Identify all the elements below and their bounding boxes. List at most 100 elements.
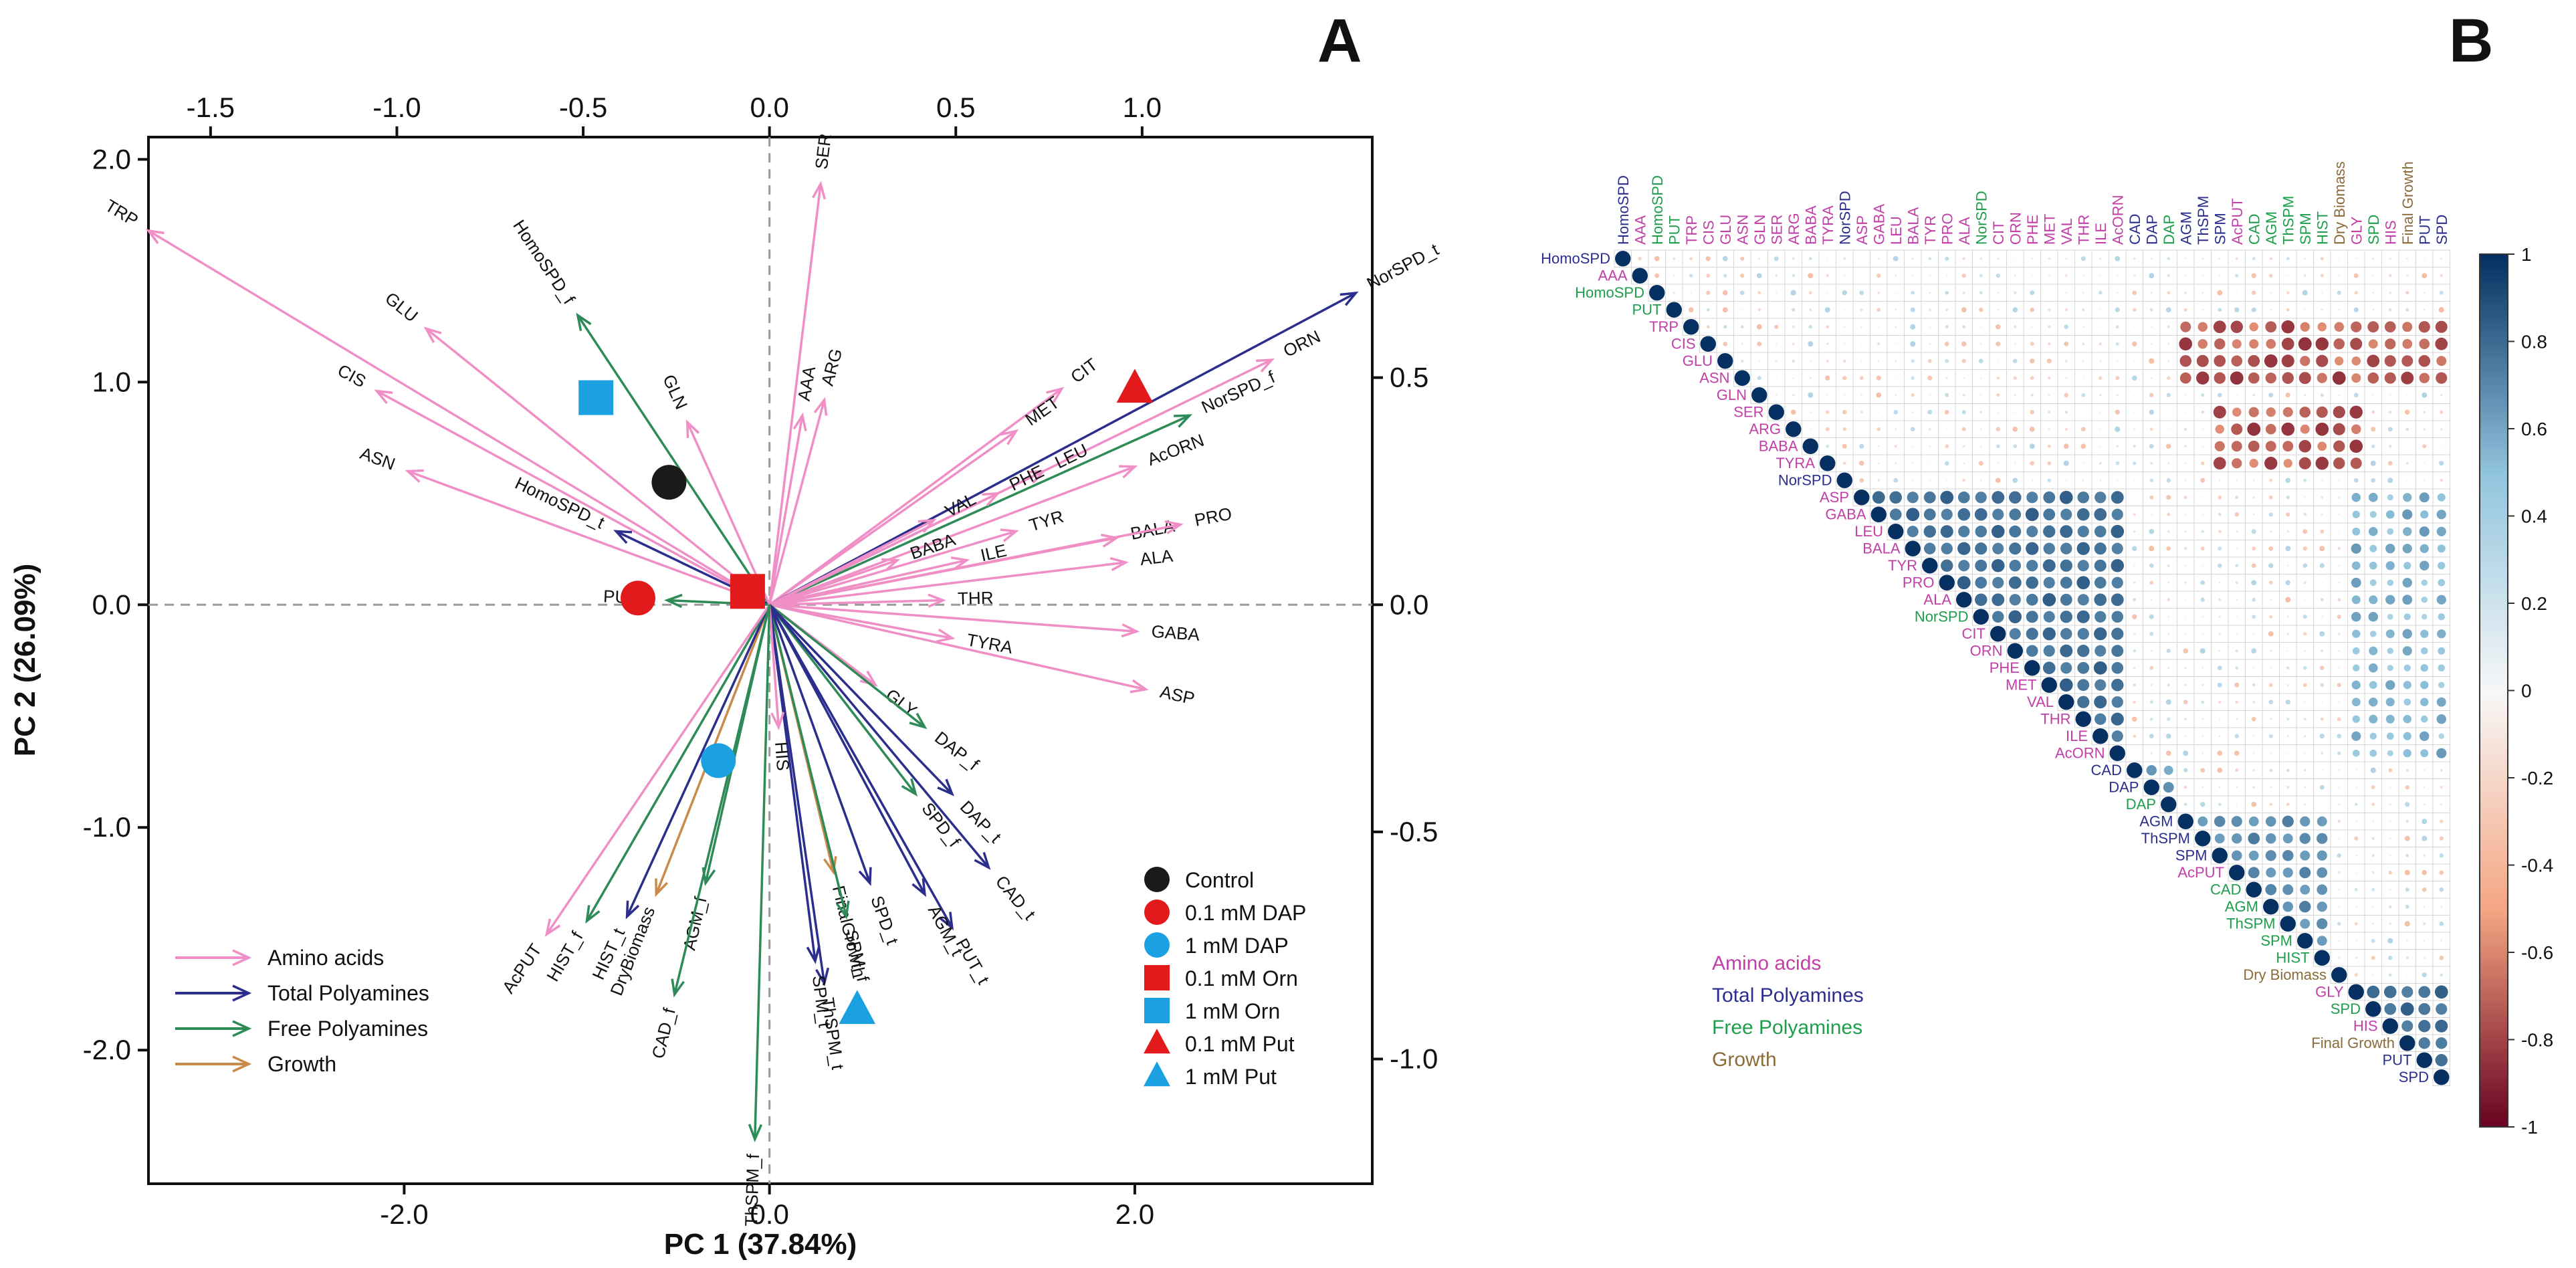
correlation-dot	[2385, 698, 2395, 707]
correlation-dot	[1843, 342, 1846, 345]
correlation-dot	[2048, 292, 2050, 294]
correlation-dot	[2014, 462, 2016, 465]
correlation-dot	[2435, 320, 2448, 333]
correlation-dot	[2385, 595, 2395, 605]
correlation-dot	[1826, 292, 1829, 294]
correlation-cell	[1938, 369, 1956, 387]
correlation-dot	[2252, 479, 2255, 482]
correlation-dot	[2149, 631, 2154, 636]
correlation-dot	[2338, 667, 2341, 669]
correlation-dot	[2351, 595, 2361, 605]
colorbar-band	[2480, 751, 2508, 757]
correlation-dot	[2337, 820, 2341, 823]
correlation-dot	[1717, 353, 1733, 369]
correlation-dot	[2406, 257, 2409, 260]
colorbar-band	[2480, 882, 2508, 888]
treatment-legend-marker	[1144, 1029, 1170, 1054]
correlation-dot	[2043, 576, 2055, 589]
correlation-dot	[2440, 445, 2443, 447]
correlation-dot	[2167, 376, 2171, 380]
correlation-dot	[2251, 273, 2256, 278]
correlation-dot	[2184, 274, 2187, 277]
correlation-dot	[2338, 649, 2341, 652]
colorbar-band	[2480, 681, 2508, 687]
column-label: ASN	[1734, 215, 1751, 245]
correlation-dot	[2007, 643, 2023, 659]
correlation-dot	[1872, 491, 1885, 504]
correlation-dot	[1758, 257, 1761, 260]
correlation-dot	[2268, 683, 2273, 688]
correlation-dot	[2232, 407, 2242, 417]
row-label: Final Growth	[2311, 1035, 2395, 1051]
treatment-legend-marker	[1144, 965, 1170, 990]
loading-arrow-head	[544, 918, 561, 937]
correlation-dot	[2331, 967, 2347, 983]
colorbar-band	[2480, 1005, 2508, 1010]
correlation-dot	[2115, 342, 2119, 346]
colorbar-band	[2480, 659, 2508, 665]
correlation-dot	[2043, 542, 2055, 554]
correlation-dot	[2014, 342, 2016, 345]
correlation-dot	[2165, 307, 2171, 313]
correlation-dot	[1929, 479, 1931, 482]
correlation-dot	[2404, 835, 2410, 841]
correlation-dot	[1689, 257, 1693, 261]
correlation-dot	[2133, 461, 2137, 465]
correlation-dot	[2440, 786, 2443, 789]
correlation-dot	[2235, 274, 2239, 278]
correlation-dot	[2115, 461, 2120, 465]
correlation-dot	[2030, 376, 2034, 381]
correlation-dot	[2077, 679, 2090, 692]
column-label: ThSPM	[2195, 196, 2212, 245]
correlation-dot	[2115, 409, 2120, 415]
correlation-dot	[2321, 803, 2323, 806]
correlation-dot	[2059, 678, 2073, 692]
correlation-dot	[2065, 479, 2068, 482]
correlation-dot	[2059, 490, 2073, 504]
loading-arrow-shaft	[769, 523, 1181, 606]
correlation-dot	[1877, 291, 1881, 294]
correlation-dot	[2200, 546, 2205, 551]
correlation-dot	[2026, 526, 2038, 538]
colorbar-band	[2480, 1057, 2508, 1063]
correlation-dot	[2355, 956, 2357, 959]
colorbar-band	[2480, 655, 2508, 661]
correlation-dot	[2389, 888, 2391, 891]
loading-arrow-shaft	[407, 469, 770, 606]
correlation-dot	[2217, 682, 2222, 688]
correlation-dot	[1990, 626, 2006, 642]
correlation-dot	[2389, 905, 2392, 908]
colorbar-band	[2480, 1070, 2508, 1075]
correlation-dot	[2202, 667, 2204, 669]
correlation-dot	[2337, 734, 2342, 739]
correlation-dot	[1910, 341, 1916, 347]
correlation-dot	[2167, 291, 2171, 295]
column-label: PUT	[2416, 215, 2433, 245]
row-label: PHE	[1990, 659, 2020, 676]
correlation-dot	[2252, 683, 2256, 687]
correlation-dot	[2317, 936, 2327, 946]
correlation-dot	[2403, 715, 2411, 724]
correlation-dot	[2405, 461, 2409, 465]
colorbar-band	[2480, 616, 2508, 622]
correlation-dot	[2165, 699, 2171, 705]
correlation-dot	[2184, 564, 2187, 567]
correlation-dot	[2252, 393, 2256, 397]
correlation-dot	[1945, 290, 1949, 295]
correlation-dot	[2268, 700, 2274, 705]
correlation-dot	[2063, 443, 2069, 449]
correlation-dot	[2405, 820, 2409, 823]
correlation-dot	[2202, 445, 2204, 447]
correlation-dot	[2300, 356, 2311, 366]
correlation-dot	[2167, 633, 2170, 635]
correlation-dot	[2076, 508, 2090, 521]
correlation-dot	[2048, 411, 2051, 414]
correlation-dot	[2303, 734, 2306, 738]
correlation-dot	[2353, 478, 2359, 483]
row-label: HomoSPD	[1575, 284, 1644, 301]
panel-label-a: A	[1317, 7, 1362, 75]
colorbar-band	[2480, 346, 2508, 351]
correlation-dot	[2150, 513, 2153, 516]
correlation-dot	[2440, 819, 2444, 823]
column-label: LEU	[1888, 216, 1905, 245]
